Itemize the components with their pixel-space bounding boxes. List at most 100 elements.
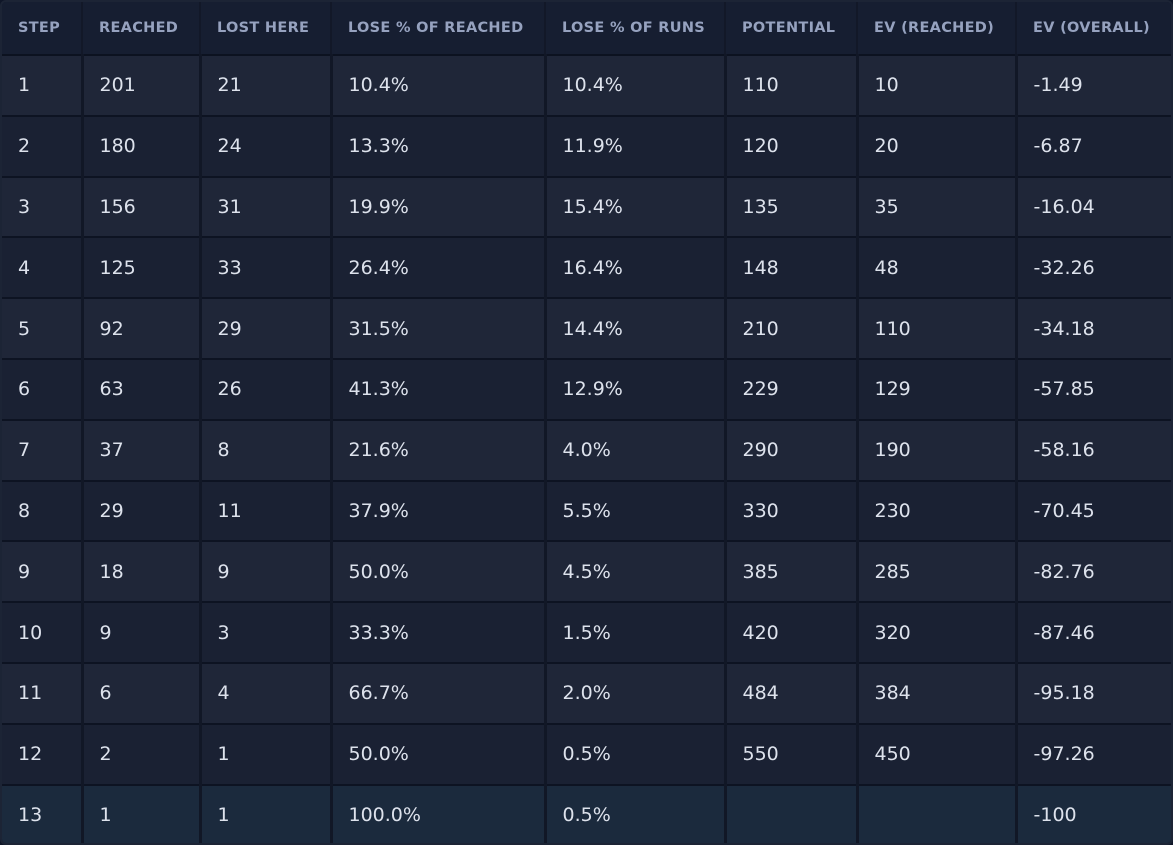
cell-step: 4 xyxy=(2,237,84,300)
cell-potential: 110 xyxy=(725,55,859,117)
cell-step: 5 xyxy=(2,298,84,360)
cell-ev-reached: 35 xyxy=(857,176,1018,239)
column-header-lose-pct-runs[interactable]: LOSE % OF RUNS xyxy=(545,2,726,56)
cell-lost-here: 33 xyxy=(200,237,333,300)
cell-step: 7 xyxy=(2,419,84,482)
cell-lose-pct-reached: 21.6% xyxy=(331,419,547,482)
cell-ev-overall: -82.76 xyxy=(1016,541,1171,604)
table-row: 11 6 4 66.7% 2.0% 484 384 -95.18 xyxy=(2,662,1171,725)
cell-lose-pct-runs: 10.4% xyxy=(545,55,727,117)
cell-ev-overall: -32.26 xyxy=(1016,237,1171,300)
cell-ev-overall: -57.85 xyxy=(1016,358,1171,421)
cell-ev-reached: 450 xyxy=(857,723,1018,786)
cell-ev-overall: -95.18 xyxy=(1016,662,1171,725)
cell-lost-here: 24 xyxy=(200,115,333,178)
cell-lose-pct-runs: 2.0% xyxy=(545,662,727,725)
table-header: STEP REACHED LOST HERE LOSE % OF REACHED… xyxy=(2,2,1171,56)
cell-ev-reached: 320 xyxy=(857,602,1018,664)
table-row: 6 63 26 41.3% 12.9% 229 129 -57.85 xyxy=(2,358,1171,421)
cell-potential xyxy=(725,784,859,843)
cell-step: 2 xyxy=(2,115,84,178)
cell-potential: 550 xyxy=(725,723,859,786)
cell-ev-reached: 190 xyxy=(857,419,1018,482)
cell-potential: 330 xyxy=(725,480,859,543)
cell-lose-pct-runs: 15.4% xyxy=(545,176,727,239)
cell-reached: 2 xyxy=(82,723,202,786)
cell-lost-here: 29 xyxy=(200,298,333,360)
cell-step: 3 xyxy=(2,176,84,239)
cell-ev-overall: -1.49 xyxy=(1016,55,1171,117)
cell-lose-pct-reached: 13.3% xyxy=(331,115,547,178)
cell-lose-pct-reached: 10.4% xyxy=(331,55,547,117)
cell-potential: 120 xyxy=(725,115,859,178)
column-header-potential[interactable]: POTENTIAL xyxy=(725,2,858,56)
column-header-ev-overall[interactable]: EV (OVERALL) xyxy=(1016,2,1171,56)
cell-lose-pct-runs: 16.4% xyxy=(545,237,727,300)
cell-lose-pct-reached: 41.3% xyxy=(331,358,547,421)
cell-lose-pct-reached: 66.7% xyxy=(331,662,547,725)
cell-lose-pct-reached: 19.9% xyxy=(331,176,547,239)
cell-ev-overall: -97.26 xyxy=(1016,723,1171,786)
cell-reached: 1 xyxy=(82,784,202,843)
cell-lose-pct-runs: 0.5% xyxy=(545,723,727,786)
cell-lose-pct-runs: 1.5% xyxy=(545,602,727,664)
cell-ev-reached: 110 xyxy=(857,298,1018,360)
column-header-step[interactable]: STEP xyxy=(2,2,83,56)
cell-step: 8 xyxy=(2,480,84,543)
table-row: 2 180 24 13.3% 11.9% 120 20 -6.87 xyxy=(2,115,1171,178)
cell-lose-pct-reached: 50.0% xyxy=(331,723,547,786)
cell-ev-reached: 20 xyxy=(857,115,1018,178)
cell-ev-overall: -70.45 xyxy=(1016,480,1171,543)
cell-lose-pct-runs: 4.0% xyxy=(545,419,727,482)
cell-step: 11 xyxy=(2,662,84,725)
cell-potential: 135 xyxy=(725,176,859,239)
cell-reached: 6 xyxy=(82,662,202,725)
cell-lose-pct-reached: 50.0% xyxy=(331,541,547,604)
cell-lose-pct-runs: 11.9% xyxy=(545,115,727,178)
cell-lost-here: 1 xyxy=(200,784,333,843)
cell-lose-pct-reached: 33.3% xyxy=(331,602,547,664)
column-header-ev-reached[interactable]: EV (REACHED) xyxy=(857,2,1017,56)
cell-potential: 229 xyxy=(725,358,859,421)
cell-lose-pct-reached: 100.0% xyxy=(331,784,547,843)
cell-ev-overall: -34.18 xyxy=(1016,298,1171,360)
cell-reached: 180 xyxy=(82,115,202,178)
cell-step: 1 xyxy=(2,55,84,117)
cell-ev-reached: 285 xyxy=(857,541,1018,604)
table-row: 5 92 29 31.5% 14.4% 210 110 -34.18 xyxy=(2,298,1171,360)
cell-ev-overall: -16.04 xyxy=(1016,176,1171,239)
cell-reached: 29 xyxy=(82,480,202,543)
cell-reached: 63 xyxy=(82,358,202,421)
cell-lost-here: 11 xyxy=(200,480,333,543)
cell-ev-overall: -87.46 xyxy=(1016,602,1171,664)
table-row: 4 125 33 26.4% 16.4% 148 48 -32.26 xyxy=(2,237,1171,300)
cell-lost-here: 9 xyxy=(200,541,333,604)
cell-step: 10 xyxy=(2,602,84,664)
cell-reached: 9 xyxy=(82,602,202,664)
cell-lost-here: 8 xyxy=(200,419,333,482)
header-row: STEP REACHED LOST HERE LOSE % OF REACHED… xyxy=(2,2,1171,56)
table-row: 1 201 21 10.4% 10.4% 110 10 -1.49 xyxy=(2,55,1171,117)
cell-lost-here: 21 xyxy=(200,55,333,117)
column-header-lost-here[interactable]: LOST HERE xyxy=(200,2,332,56)
column-header-lose-pct-reached[interactable]: LOSE % OF REACHED xyxy=(331,2,546,56)
cell-ev-reached: 10 xyxy=(857,55,1018,117)
cell-reached: 156 xyxy=(82,176,202,239)
cell-ev-reached xyxy=(857,784,1018,843)
table-row: 13 1 1 100.0% 0.5% -100 xyxy=(2,784,1171,843)
cell-potential: 290 xyxy=(725,419,859,482)
cell-reached: 37 xyxy=(82,419,202,482)
cell-lost-here: 4 xyxy=(200,662,333,725)
table-row: 3 156 31 19.9% 15.4% 135 35 -16.04 xyxy=(2,176,1171,239)
table-body: 1 201 21 10.4% 10.4% 110 10 -1.49 2 180 24 13.3% 11.… xyxy=(2,55,1171,843)
cell-lose-pct-reached: 37.9% xyxy=(331,480,547,543)
cell-step: 6 xyxy=(2,358,84,421)
cell-ev-reached: 384 xyxy=(857,662,1018,725)
cell-potential: 148 xyxy=(725,237,859,300)
column-header-reached[interactable]: REACHED xyxy=(82,2,201,56)
cell-ev-overall: -58.16 xyxy=(1016,419,1171,482)
cell-step: 12 xyxy=(2,723,84,786)
cell-step: 13 xyxy=(2,784,84,843)
